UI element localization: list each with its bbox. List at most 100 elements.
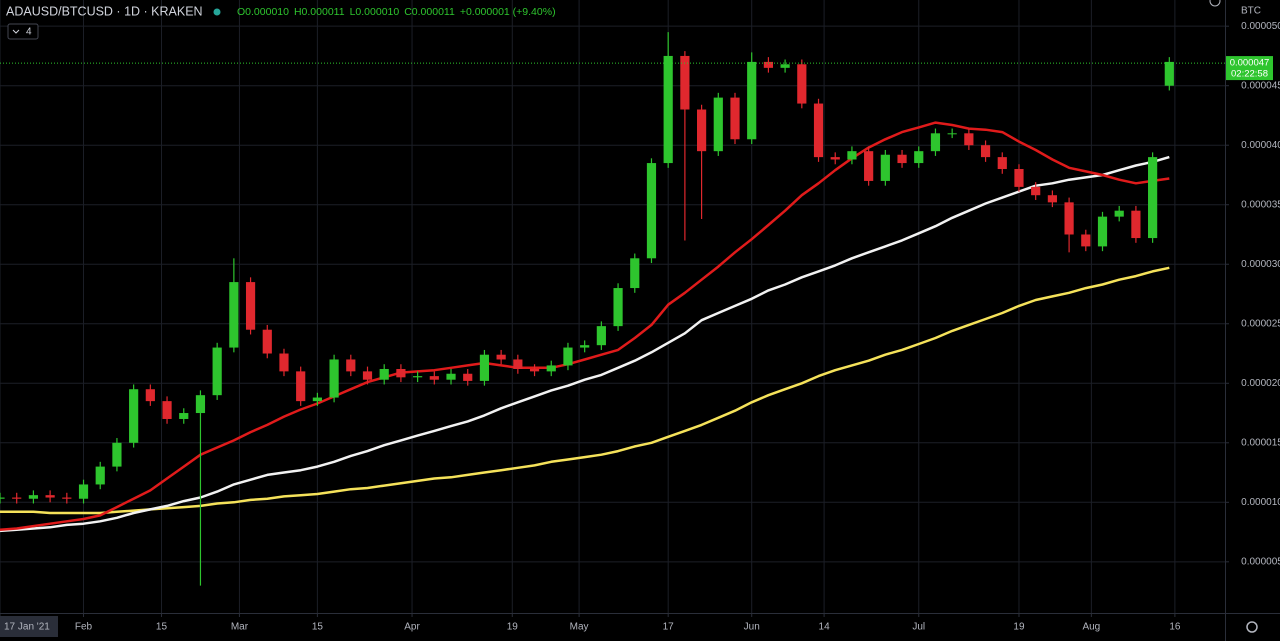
candle-body (797, 64, 807, 104)
candle-body (696, 109, 707, 152)
candle-body (346, 359, 356, 372)
candle-body (747, 61, 757, 140)
candle-body (296, 371, 306, 402)
market-status-dot (213, 8, 221, 16)
candle-body (496, 354, 506, 360)
candle-body (479, 354, 490, 381)
candle-body (245, 282, 256, 330)
x-tick-label: Mar (231, 622, 249, 633)
candle-body (413, 376, 423, 378)
x-tick-label: Jun (744, 622, 760, 633)
clock-icon[interactable] (1209, 0, 1221, 7)
candle-body (195, 395, 206, 414)
x-tick-label: 14 (819, 622, 831, 633)
x-tick-label: Jul (912, 622, 925, 633)
x-tick-label-box (0, 616, 58, 637)
candle-body (78, 484, 89, 499)
candle-body (162, 401, 172, 419)
candle-body (1131, 210, 1141, 239)
candle-body (62, 497, 72, 499)
y-tick-label: 0.000040 (1241, 140, 1280, 151)
candle-body (145, 389, 155, 402)
candle-body (1031, 186, 1041, 196)
candle-body (930, 133, 941, 152)
candle-body (45, 495, 55, 498)
candle-body (980, 145, 991, 158)
y-tick-label: 0.000010 (1241, 497, 1280, 508)
candle-body (947, 133, 957, 135)
ohlc-value: H0.000011 (294, 6, 345, 18)
candle-body (1097, 216, 1108, 247)
candle-body (630, 258, 640, 289)
ohlc-value: L0.000010 (350, 6, 400, 18)
candle-body (1164, 61, 1174, 86)
candle-body (446, 373, 456, 380)
candle-body (546, 365, 556, 372)
candle-body (646, 163, 657, 259)
ohlc-value: O0.000010 (237, 6, 289, 18)
y-tick-label: 0.000050 (1241, 21, 1280, 32)
gear-icon[interactable] (1246, 621, 1258, 633)
candle-body (880, 154, 890, 181)
y-tick-label: 0.000020 (1241, 378, 1280, 389)
candle-body (362, 371, 373, 380)
candle-body (613, 288, 623, 327)
moving-averages (0, 121, 1170, 533)
candle-body (262, 329, 272, 354)
x-tick-label: Aug (1082, 622, 1100, 633)
candle-body (1047, 195, 1057, 203)
ohlc-readout: O0.000010 H0.000011 L0.000010 C0.000011 +0.0… (237, 6, 556, 18)
candle-body (379, 368, 389, 380)
candle-body (513, 359, 523, 369)
candle-body (0, 497, 5, 499)
candles (0, 32, 1174, 586)
header: ADAUSD/BTCUSD · 1D · KRAKEN O0.000010 H0.… (6, 4, 556, 40)
candle-body (28, 495, 39, 499)
candle-body (680, 55, 690, 110)
y-tick-label: 0.000030 (1241, 259, 1280, 270)
candle-body (864, 151, 874, 181)
currency-label: BTC (1241, 6, 1261, 17)
candle-body (429, 376, 439, 380)
x-tick-label: Apr (404, 622, 420, 633)
y-tick-label: 0.000035 (1241, 199, 1280, 210)
candle-body (1064, 202, 1074, 235)
chevron-icon (12, 29, 20, 34)
candle-body (95, 466, 105, 485)
axes: 0.000005 0.000010 0.000015 0.000020 0.000025… (0, 21, 1280, 637)
settings-button[interactable] (1246, 621, 1258, 633)
last-price-box (1226, 56, 1273, 81)
candle-body (830, 157, 840, 160)
y-tick-label: 0.000005 (1241, 556, 1280, 567)
ohlc-value: C0.000011 (404, 6, 455, 18)
candle-body (463, 373, 473, 381)
candle-body (663, 55, 673, 164)
candle-body (596, 326, 606, 346)
moving-average-line (0, 155, 1170, 533)
candle-body (730, 97, 740, 140)
x-tick-label: 19 (1013, 622, 1025, 633)
x-tick-label: 16 (1169, 622, 1181, 633)
ohlc-value: +0.000001 (+9.40%) (460, 6, 556, 18)
candle-body (396, 368, 406, 378)
candle-body (964, 133, 974, 146)
x-tick-label: May (570, 622, 589, 633)
x-tick-label: 15 (312, 622, 324, 633)
symbol-title: ADAUSD/BTCUSD · 1D · KRAKEN (6, 4, 203, 18)
last-price-label: 0.000047 (1230, 58, 1270, 69)
indicator-toggle[interactable] (7, 23, 39, 40)
candle-body (897, 154, 907, 164)
countdown: 02:22:58 (1231, 69, 1268, 80)
x-tick-label: 17 (663, 622, 675, 633)
candle-body (713, 97, 723, 152)
currency-box (1232, 4, 1264, 18)
candle-body (780, 64, 790, 68)
candle-body (580, 345, 590, 348)
y-tick-label: 0.000025 (1241, 318, 1280, 329)
x-tick-label: 15 (156, 622, 168, 633)
candle-body (813, 103, 824, 158)
